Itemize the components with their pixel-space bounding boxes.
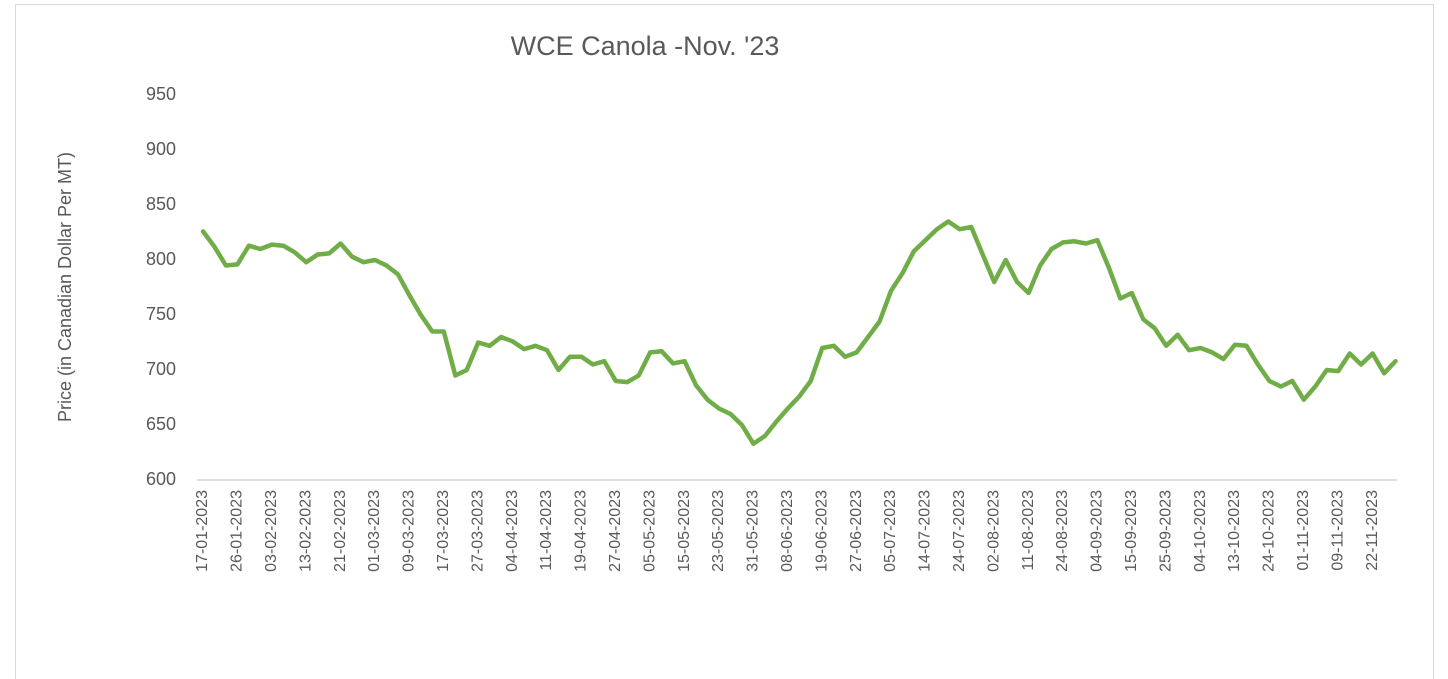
- x-tick-label: 08-06-2023: [779, 490, 796, 572]
- y-tick-label: 850: [146, 194, 176, 214]
- x-tick-label: 15-09-2023: [1123, 490, 1140, 572]
- y-tick-label: 950: [146, 84, 176, 104]
- x-tick-label: 03-02-2023: [263, 490, 280, 572]
- chart-title: WCE Canola -Nov. '23: [511, 31, 780, 61]
- y-axis-label: Price (in Canadian Dollar Per MT): [55, 152, 75, 422]
- y-tick-label: 700: [146, 359, 176, 379]
- x-tick-label: 09-11-2023: [1329, 490, 1346, 571]
- x-tick-label: 24-07-2023: [951, 490, 968, 572]
- x-tick-label: 27-03-2023: [469, 490, 486, 572]
- y-tick-label: 800: [146, 249, 176, 269]
- x-tick-label: 31-05-2023: [745, 490, 762, 572]
- x-tick-label: 17-03-2023: [435, 490, 452, 572]
- x-tick-label: 19-06-2023: [813, 490, 830, 572]
- x-tick-label: 24-08-2023: [1054, 490, 1071, 572]
- x-tick-label: 04-04-2023: [504, 490, 521, 572]
- x-tick-label: 01-03-2023: [366, 490, 383, 572]
- y-tick-label: 600: [146, 469, 176, 489]
- y-tick-label: 900: [146, 139, 176, 159]
- x-tick-label: 04-09-2023: [1089, 490, 1106, 572]
- x-tick-label: 23-05-2023: [710, 490, 727, 572]
- x-tick-label: 24-10-2023: [1261, 490, 1278, 572]
- x-tick-label: 05-05-2023: [641, 490, 658, 572]
- chart-frame: [15, 4, 1434, 679]
- x-tick-label: 14-07-2023: [917, 490, 934, 572]
- x-tick-label: 27-06-2023: [848, 490, 865, 572]
- x-tick-label: 05-07-2023: [882, 490, 899, 572]
- x-tick-label: 09-03-2023: [401, 490, 418, 572]
- x-tick-label: 13-10-2023: [1226, 490, 1243, 572]
- x-tick-label: 04-10-2023: [1192, 490, 1209, 572]
- x-tick-label: 21-02-2023: [332, 490, 349, 572]
- y-tick-label: 750: [146, 304, 176, 324]
- x-tick-label: 17-01-2023: [194, 490, 211, 572]
- x-tick-label: 15-05-2023: [676, 490, 693, 572]
- x-tick-label: 02-08-2023: [985, 490, 1002, 572]
- x-tick-label: 27-04-2023: [607, 490, 624, 572]
- x-tick-label: 26-01-2023: [229, 490, 246, 572]
- x-tick-label: 11-04-2023: [538, 490, 555, 571]
- x-tick-label: 25-09-2023: [1157, 490, 1174, 572]
- y-tick-label: 650: [146, 414, 176, 434]
- x-tick-label: 22-11-2023: [1364, 490, 1381, 571]
- x-tick-label: 13-02-2023: [297, 490, 314, 572]
- price-line: [200, 219, 1398, 446]
- x-tick-label: 01-11-2023: [1295, 490, 1312, 571]
- x-tick-label: 19-04-2023: [573, 490, 590, 572]
- x-tick-label: 11-08-2023: [1020, 490, 1037, 571]
